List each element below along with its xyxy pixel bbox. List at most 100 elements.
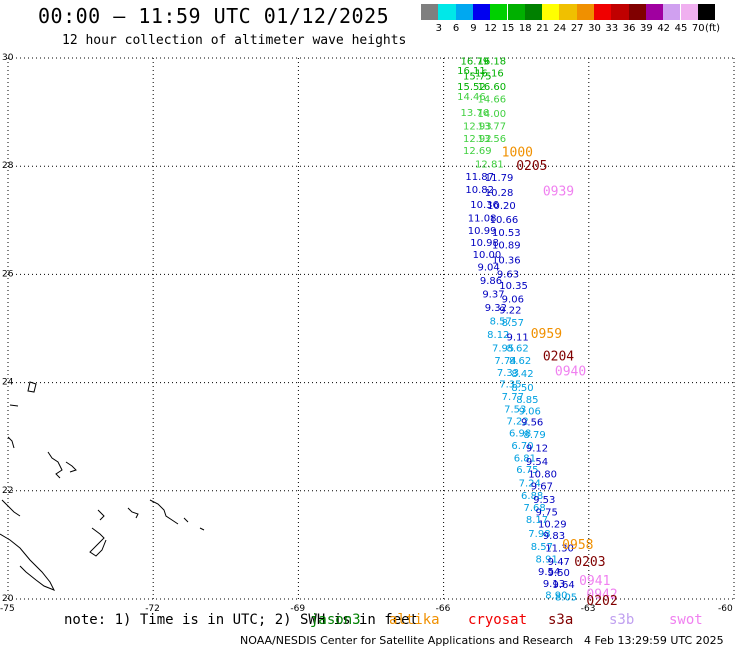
legend-entry-swot: swot	[669, 612, 703, 628]
wave-height-value: 8.62	[507, 343, 529, 354]
x-tick-label: -69	[290, 604, 305, 614]
wave-height-value: 13.56	[477, 134, 506, 145]
island-shape	[89, 527, 107, 557]
legend-entry-jason3: jason3	[310, 612, 361, 628]
wave-height-value: 16.60	[477, 82, 506, 93]
colorbar-swatch	[697, 4, 716, 20]
wave-height-value: 7.24	[519, 479, 541, 490]
wave-height-value: 16.16	[475, 69, 504, 80]
x-tick-label: -66	[436, 604, 451, 614]
x-tick-label: -60	[718, 604, 733, 614]
legend-entry-cryosat: cryosat	[468, 612, 528, 628]
colorbar-swatch	[542, 4, 560, 20]
colorbar-swatch	[438, 4, 456, 20]
wave-height-value: 6.75	[516, 465, 538, 476]
colorbar-label: 70	[691, 23, 705, 34]
colorbar-label: 3	[435, 23, 442, 34]
wave-height-value: 16.18	[477, 57, 506, 68]
y-tick-label: 24	[2, 378, 14, 388]
wave-height-value: 8.50	[511, 383, 533, 394]
island-shape	[27, 381, 37, 393]
y-tick-label: 26	[2, 269, 14, 279]
colorbar-swatch	[524, 4, 543, 20]
wave-height-value: 9.06	[502, 295, 524, 306]
wave-height-value: 10.99	[468, 226, 497, 237]
wave-height-value: 11.79	[485, 173, 514, 184]
wave-height-value: 14.00	[477, 109, 506, 120]
colorbar-swatch	[507, 4, 525, 20]
footer-credit: NOAA/NESDIS Center for Satellite Applica…	[240, 634, 574, 647]
pass-time-label: 1000	[502, 146, 533, 161]
footer-timestamp: 4 Feb 13:29:59 UTC 2025	[584, 634, 724, 647]
colorbar-label: 27	[570, 23, 584, 34]
colorbar-label: 42	[657, 23, 671, 34]
map-grid	[7, 57, 735, 600]
wave-height-value: 9.13	[543, 579, 565, 590]
wave-height-value: 13.77	[477, 122, 506, 133]
colorbar-swatch	[455, 4, 473, 20]
wave-height-value: 9.67	[531, 481, 553, 492]
wave-height-value: 16.79	[461, 57, 490, 68]
wave-height-value: 9.53	[533, 495, 555, 506]
colorbar-unit: (ft)	[705, 23, 721, 34]
wave-height-value: 10.36	[492, 255, 521, 266]
wave-height-value: 8.57	[490, 316, 512, 327]
wave-height-value: 10.00	[473, 250, 502, 261]
wave-height-value: 10.28	[485, 188, 514, 199]
wave-height-value: 10.35	[499, 281, 528, 292]
colorbar-swatch	[594, 4, 612, 20]
colorbar-swatch	[645, 4, 664, 20]
pass-time-label: 0959	[531, 327, 562, 342]
x-tick-label: -63	[581, 604, 596, 614]
wave-height-value: 15.75	[463, 71, 492, 82]
wave-height-value: 10.36	[470, 200, 499, 211]
wave-height-value: 9.56	[521, 418, 543, 429]
wave-height-value: 11.30	[545, 544, 574, 555]
wave-height-value: 7.35	[499, 380, 521, 391]
pass-time-label: 0939	[543, 185, 574, 200]
wave-height-value: 12.81	[475, 159, 504, 170]
colorbar-label: 6	[452, 23, 460, 34]
colorbar-swatch	[576, 4, 594, 20]
wave-height-value: 7.77	[502, 392, 524, 403]
wave-height-value: 7.74	[494, 356, 516, 367]
wave-height-value: 9.63	[497, 269, 519, 280]
colorbar-swatch	[628, 4, 646, 20]
map-tick-labels: -75 -72 -69 -66 -63 -60 30 28 26 24 22 20	[0, 53, 733, 614]
wave-height-value: 12.92	[463, 134, 492, 145]
wave-height-value: 9.22	[499, 306, 521, 317]
pass-time-label: 0940	[555, 365, 586, 380]
wave-height-value: 8.57	[502, 318, 524, 329]
colorbar-label: 39	[640, 23, 653, 34]
wave-height-value: 6.88	[521, 491, 543, 502]
colorbar-label: 45	[674, 23, 688, 34]
wave-height-value: 11.08	[468, 214, 497, 225]
island-shape	[1, 499, 21, 517]
colorbar-label: 33	[605, 23, 619, 34]
wave-height-value: 9.47	[548, 557, 570, 568]
wave-height-value: 9.54	[526, 457, 548, 468]
wave-height-value: 6.81	[514, 453, 536, 464]
map-title: 00:00 – 11:59 UTC 01/12/2025	[38, 4, 390, 28]
colorbar-swatch	[611, 4, 629, 20]
wave-height-value: 10.29	[538, 519, 567, 530]
island-shape	[97, 509, 105, 521]
y-tick-label: 20	[2, 594, 14, 604]
wave-height-value: 8.62	[509, 356, 531, 367]
wave-height-value: 8.17	[526, 515, 548, 526]
colorbar-swatch	[490, 4, 508, 20]
colorbar-label: 15	[501, 23, 515, 34]
island-shape	[127, 507, 139, 519]
wave-height-value: 8.90	[545, 591, 567, 602]
footer-note: note: 1) Time is in UTC; 2) SWH is in fe…	[64, 612, 419, 628]
wave-height-value: 7.22	[507, 416, 529, 427]
y-tick-label: 22	[2, 486, 13, 496]
wave-height-value: 8.79	[523, 430, 545, 441]
wave-height-value: 9.54	[538, 567, 560, 578]
wave-height-value: 6.70	[511, 441, 533, 452]
wave-height-value: 9.64	[553, 580, 575, 591]
wave-height-value: 8.57	[531, 542, 553, 553]
wave-height-value: 9.04	[477, 262, 499, 273]
